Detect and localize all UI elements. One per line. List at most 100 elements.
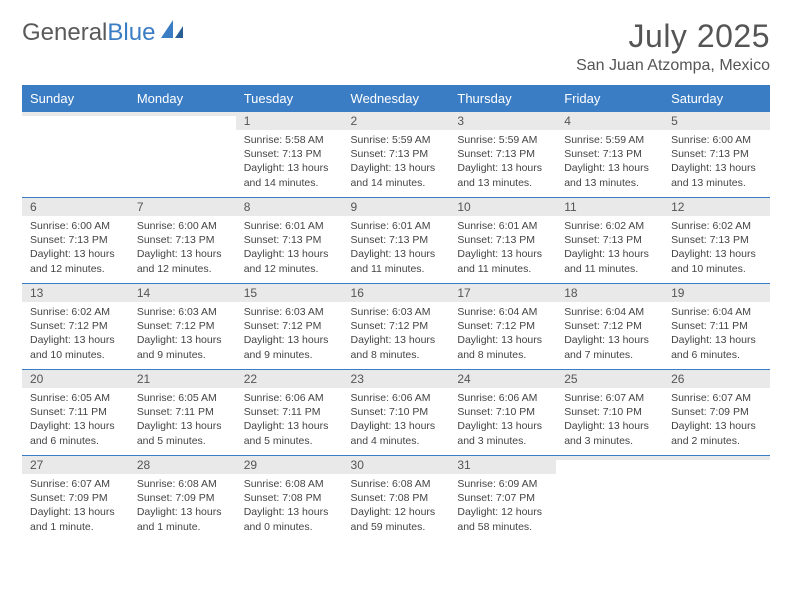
sunset-text: Sunset: 7:13 PM xyxy=(351,147,442,161)
day-number: 3 xyxy=(449,111,556,130)
day-content: Sunrise: 6:06 AMSunset: 7:10 PMDaylight:… xyxy=(449,388,556,451)
calendar-cell: 19Sunrise: 6:04 AMSunset: 7:11 PMDayligh… xyxy=(663,283,770,369)
calendar-cell: 27Sunrise: 6:07 AMSunset: 7:09 PMDayligh… xyxy=(22,455,129,541)
sunrise-text: Sunrise: 5:59 AM xyxy=(564,133,655,147)
sunset-text: Sunset: 7:13 PM xyxy=(244,233,335,247)
calendar-cell: 3Sunrise: 5:59 AMSunset: 7:13 PMDaylight… xyxy=(449,111,556,197)
daylight-text: Daylight: 13 hours and 11 minutes. xyxy=(457,247,548,275)
calendar-cell: 31Sunrise: 6:09 AMSunset: 7:07 PMDayligh… xyxy=(449,455,556,541)
sunset-text: Sunset: 7:12 PM xyxy=(351,319,442,333)
day-content xyxy=(556,460,663,520)
day-content: Sunrise: 6:01 AMSunset: 7:13 PMDaylight:… xyxy=(449,216,556,279)
sunrise-text: Sunrise: 6:04 AM xyxy=(457,305,548,319)
daylight-text: Daylight: 13 hours and 1 minute. xyxy=(137,505,228,533)
day-content: Sunrise: 5:58 AMSunset: 7:13 PMDaylight:… xyxy=(236,130,343,193)
sunrise-text: Sunrise: 6:01 AM xyxy=(457,219,548,233)
day-content: Sunrise: 6:06 AMSunset: 7:11 PMDaylight:… xyxy=(236,388,343,451)
day-header: Friday xyxy=(556,86,663,112)
day-content: Sunrise: 6:04 AMSunset: 7:12 PMDaylight:… xyxy=(449,302,556,365)
calendar-cell: 6Sunrise: 6:00 AMSunset: 7:13 PMDaylight… xyxy=(22,197,129,283)
day-content: Sunrise: 5:59 AMSunset: 7:13 PMDaylight:… xyxy=(556,130,663,193)
daylight-text: Daylight: 13 hours and 9 minutes. xyxy=(244,333,335,361)
day-number: 27 xyxy=(22,455,129,474)
day-number: 20 xyxy=(22,369,129,388)
sunset-text: Sunset: 7:13 PM xyxy=(671,147,762,161)
day-content: Sunrise: 6:00 AMSunset: 7:13 PMDaylight:… xyxy=(663,130,770,193)
sunrise-text: Sunrise: 5:59 AM xyxy=(351,133,442,147)
daylight-text: Daylight: 13 hours and 6 minutes. xyxy=(30,419,121,447)
sunset-text: Sunset: 7:12 PM xyxy=(564,319,655,333)
day-header: Wednesday xyxy=(343,86,450,112)
calendar-cell: 23Sunrise: 6:06 AMSunset: 7:10 PMDayligh… xyxy=(343,369,450,455)
sunrise-text: Sunrise: 6:00 AM xyxy=(671,133,762,147)
day-content: Sunrise: 6:05 AMSunset: 7:11 PMDaylight:… xyxy=(22,388,129,451)
daylight-text: Daylight: 13 hours and 11 minutes. xyxy=(564,247,655,275)
sunset-text: Sunset: 7:08 PM xyxy=(351,491,442,505)
sunrise-text: Sunrise: 6:08 AM xyxy=(244,477,335,491)
sunset-text: Sunset: 7:08 PM xyxy=(244,491,335,505)
sunset-text: Sunset: 7:11 PM xyxy=(671,319,762,333)
calendar-cell: 24Sunrise: 6:06 AMSunset: 7:10 PMDayligh… xyxy=(449,369,556,455)
sunrise-text: Sunrise: 5:59 AM xyxy=(457,133,548,147)
day-content xyxy=(663,460,770,520)
day-number: 19 xyxy=(663,283,770,302)
day-content: Sunrise: 6:03 AMSunset: 7:12 PMDaylight:… xyxy=(129,302,236,365)
daylight-text: Daylight: 13 hours and 8 minutes. xyxy=(351,333,442,361)
day-content: Sunrise: 6:07 AMSunset: 7:10 PMDaylight:… xyxy=(556,388,663,451)
daylight-text: Daylight: 13 hours and 11 minutes. xyxy=(351,247,442,275)
daylight-text: Daylight: 13 hours and 14 minutes. xyxy=(351,161,442,189)
sunrise-text: Sunrise: 6:08 AM xyxy=(351,477,442,491)
daylight-text: Daylight: 13 hours and 8 minutes. xyxy=(457,333,548,361)
sunrise-text: Sunrise: 6:09 AM xyxy=(457,477,548,491)
day-content: Sunrise: 5:59 AMSunset: 7:13 PMDaylight:… xyxy=(449,130,556,193)
day-content: Sunrise: 6:01 AMSunset: 7:13 PMDaylight:… xyxy=(343,216,450,279)
sunrise-text: Sunrise: 6:03 AM xyxy=(351,305,442,319)
calendar-cell: 18Sunrise: 6:04 AMSunset: 7:12 PMDayligh… xyxy=(556,283,663,369)
daylight-text: Daylight: 13 hours and 12 minutes. xyxy=(244,247,335,275)
daylight-text: Daylight: 13 hours and 3 minutes. xyxy=(564,419,655,447)
calendar-cell: 2Sunrise: 5:59 AMSunset: 7:13 PMDaylight… xyxy=(343,111,450,197)
day-number: 26 xyxy=(663,369,770,388)
sunrise-text: Sunrise: 6:01 AM xyxy=(351,219,442,233)
daylight-text: Daylight: 13 hours and 12 minutes. xyxy=(137,247,228,275)
sunrise-text: Sunrise: 6:06 AM xyxy=(244,391,335,405)
day-content: Sunrise: 5:59 AMSunset: 7:13 PMDaylight:… xyxy=(343,130,450,193)
calendar-body: 1Sunrise: 5:58 AMSunset: 7:13 PMDaylight… xyxy=(22,111,770,541)
sunrise-text: Sunrise: 6:02 AM xyxy=(671,219,762,233)
sunset-text: Sunset: 7:07 PM xyxy=(457,491,548,505)
calendar-cell: 10Sunrise: 6:01 AMSunset: 7:13 PMDayligh… xyxy=(449,197,556,283)
daylight-text: Daylight: 13 hours and 13 minutes. xyxy=(564,161,655,189)
sunset-text: Sunset: 7:09 PM xyxy=(137,491,228,505)
day-number: 6 xyxy=(22,197,129,216)
day-content: Sunrise: 6:04 AMSunset: 7:11 PMDaylight:… xyxy=(663,302,770,365)
sunset-text: Sunset: 7:10 PM xyxy=(351,405,442,419)
sunrise-text: Sunrise: 6:00 AM xyxy=(30,219,121,233)
day-header: Thursday xyxy=(449,86,556,112)
day-content: Sunrise: 6:05 AMSunset: 7:11 PMDaylight:… xyxy=(129,388,236,451)
calendar-table: SundayMondayTuesdayWednesdayThursdayFrid… xyxy=(22,85,770,541)
calendar-cell: 29Sunrise: 6:08 AMSunset: 7:08 PMDayligh… xyxy=(236,455,343,541)
sunset-text: Sunset: 7:09 PM xyxy=(30,491,121,505)
day-number: 9 xyxy=(343,197,450,216)
header: GeneralBlue July 2025 San Juan Atzompa, … xyxy=(22,18,770,75)
day-content: Sunrise: 6:06 AMSunset: 7:10 PMDaylight:… xyxy=(343,388,450,451)
calendar-head: SundayMondayTuesdayWednesdayThursdayFrid… xyxy=(22,86,770,112)
calendar-cell: 26Sunrise: 6:07 AMSunset: 7:09 PMDayligh… xyxy=(663,369,770,455)
calendar-cell: 14Sunrise: 6:03 AMSunset: 7:12 PMDayligh… xyxy=(129,283,236,369)
day-content: Sunrise: 6:08 AMSunset: 7:08 PMDaylight:… xyxy=(343,474,450,537)
daylight-text: Daylight: 13 hours and 10 minutes. xyxy=(30,333,121,361)
sunset-text: Sunset: 7:10 PM xyxy=(457,405,548,419)
sunset-text: Sunset: 7:11 PM xyxy=(244,405,335,419)
calendar-week: 20Sunrise: 6:05 AMSunset: 7:11 PMDayligh… xyxy=(22,369,770,455)
daylight-text: Daylight: 13 hours and 12 minutes. xyxy=(30,247,121,275)
daylight-text: Daylight: 13 hours and 4 minutes. xyxy=(351,419,442,447)
day-content: Sunrise: 6:00 AMSunset: 7:13 PMDaylight:… xyxy=(22,216,129,279)
daylight-text: Daylight: 13 hours and 2 minutes. xyxy=(671,419,762,447)
calendar-cell xyxy=(22,111,129,197)
day-content: Sunrise: 6:09 AMSunset: 7:07 PMDaylight:… xyxy=(449,474,556,537)
daylight-text: Daylight: 12 hours and 58 minutes. xyxy=(457,505,548,533)
sunset-text: Sunset: 7:13 PM xyxy=(30,233,121,247)
day-header: Saturday xyxy=(663,86,770,112)
day-content: Sunrise: 6:02 AMSunset: 7:13 PMDaylight:… xyxy=(556,216,663,279)
day-number: 10 xyxy=(449,197,556,216)
